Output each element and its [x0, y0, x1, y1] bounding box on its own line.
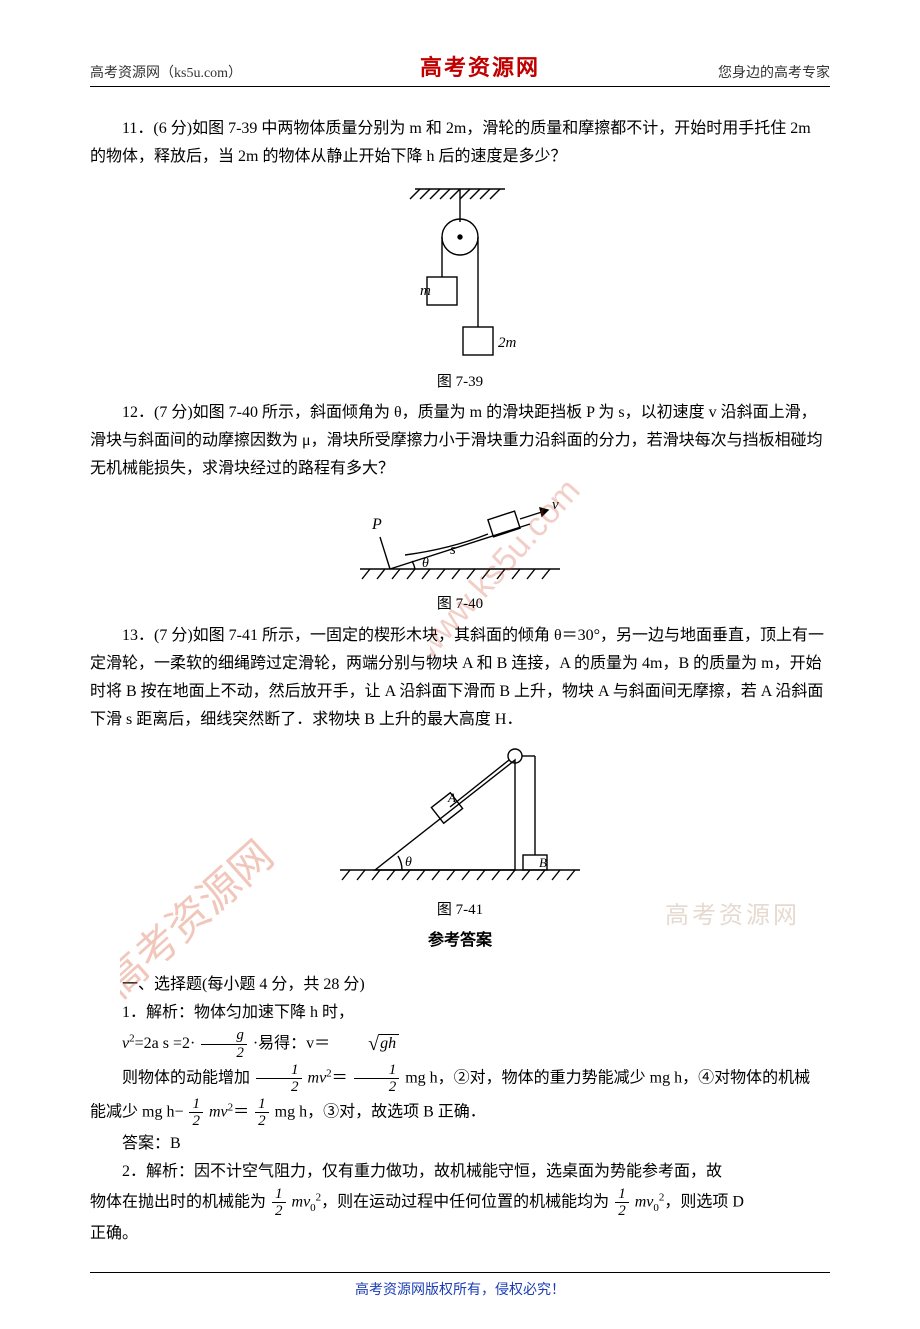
frac-half-1: 12	[256, 1062, 302, 1096]
header-left: 高考资源网（ks5u.com）	[90, 62, 242, 82]
a1-eq2: ＝	[233, 1103, 249, 1120]
a2-mv2: mv	[635, 1193, 654, 1210]
a1-p3-end: mg h，③对，故选项 B 正确．	[275, 1103, 486, 1120]
a2-l2: 物体在抛出时的机械能为 12 mv02，则在运动过程中任何位置的机械能均为 12…	[90, 1186, 830, 1220]
svg-text:s: s	[450, 542, 456, 558]
q13-text: 13．(7 分)如图 7-41 所示，一固定的楔形木块，其斜面的倾角 θ＝30°…	[90, 622, 830, 734]
a1-mid1: =2a s =2·	[135, 1035, 196, 1052]
q13-caption: 图 7-41	[90, 897, 830, 923]
q12-figure: P s v θ	[90, 489, 830, 589]
page: www.ks5u.com 高考资源网 高考资源网 高考资源网（ks5u.com）…	[0, 0, 920, 1329]
a1-p3-pre: 能减少 mg h−	[90, 1103, 183, 1120]
a1-mv2: mv	[209, 1103, 228, 1120]
a1-p2: 则物体的动能增加 12 mv2＝ 12 mg h，②对，物体的重力势能减少 mg…	[90, 1062, 830, 1096]
q11-figure: m 2m	[90, 177, 830, 367]
header-center: 高考资源网	[420, 50, 540, 82]
a1-eq: v2=2a s =2· g2 ·易得：v＝ √gh	[90, 1027, 830, 1062]
q12-text: 12．(7 分)如图 7-40 所示，斜面倾角为 θ，质量为 m 的滑块距挡板 …	[90, 399, 830, 483]
a2-l1: 2．解析：因不计空气阻力，仅有重力做功，故机械能守恒，选桌面为势能参考面，故	[90, 1158, 830, 1186]
a2-l3: 正确。	[90, 1220, 830, 1248]
frac-half-5: 12	[272, 1186, 286, 1220]
q13-figure: A B θ	[90, 740, 830, 895]
frac-half-3: 12	[189, 1096, 203, 1130]
a2-l2-mid2: ，则在运动过程中任何位置的机械能均为	[321, 1193, 609, 1210]
svg-text:A: A	[447, 790, 456, 805]
a2-l2-pre: 物体在抛出时的机械能为	[90, 1193, 266, 1210]
page-header: 高考资源网（ks5u.com） 高考资源网 您身边的高考专家	[90, 50, 830, 87]
a1-frac-g2: g2	[201, 1027, 247, 1061]
svg-text:θ: θ	[405, 855, 412, 870]
answers-title: 参考答案	[90, 927, 830, 955]
svg-text:2m: 2m	[498, 335, 517, 351]
answers-section: 一、选择题(每小题 4 分，共 28 分)	[90, 971, 830, 999]
header-right: 您身边的高考专家	[718, 62, 830, 82]
svg-text:m: m	[420, 283, 431, 299]
a2-l2-end: ，则选项 D	[664, 1193, 744, 1210]
a1-mid2: ·易得：v＝	[253, 1035, 330, 1052]
a1-line1: 1．解析：物体匀加速下降 h 时，	[90, 999, 830, 1027]
frac-half-2: 12	[354, 1062, 400, 1096]
a1-eq1: ＝	[332, 1069, 348, 1086]
frac-half-4: 12	[255, 1096, 269, 1130]
a1-p3: 能减少 mg h− 12 mv2＝ 12 mg h，③对，故选项 B 正确．	[90, 1096, 830, 1130]
page-footer: 高考资源网版权所有，侵权必究！	[90, 1272, 830, 1299]
a1-sqrt: √gh	[334, 1027, 399, 1062]
a1-p2-pre: 则物体的动能增加	[122, 1069, 250, 1086]
svg-text:P: P	[371, 516, 382, 533]
a2-sub0a: 0	[310, 1202, 316, 1214]
a2-mv1: mv	[292, 1193, 311, 1210]
a1-answer: 答案：B	[90, 1130, 830, 1158]
q11-caption: 图 7-39	[90, 369, 830, 395]
a1-p2-mid2: mg h，②对，物体的重力势能减少 mg h，④对物体的机械	[405, 1069, 810, 1086]
a1-mv1: mv	[308, 1069, 327, 1086]
svg-text:v: v	[552, 497, 559, 513]
frac-half-6: 12	[615, 1186, 629, 1220]
svg-text:θ: θ	[422, 556, 429, 571]
a2-sub0b: 0	[653, 1202, 659, 1214]
q12-caption: 图 7-40	[90, 591, 830, 617]
svg-text:B: B	[539, 855, 547, 870]
q11-text: 11．(6 分)如图 7-39 中两物体质量分别为 m 和 2m，滑轮的质量和摩…	[90, 115, 830, 171]
content-body: 11．(6 分)如图 7-39 中两物体质量分别为 m 和 2m，滑轮的质量和摩…	[90, 115, 830, 1248]
